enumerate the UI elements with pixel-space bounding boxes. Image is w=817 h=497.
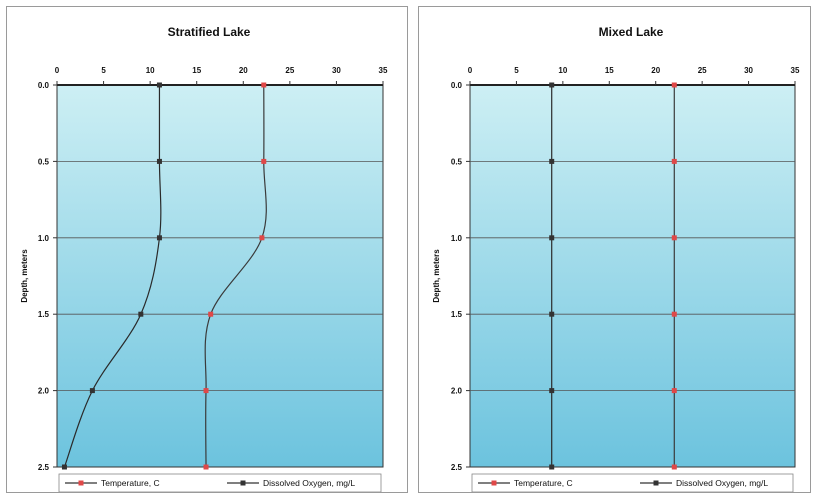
data-point — [259, 235, 265, 241]
x-tick-label: 0 — [55, 66, 60, 75]
data-point — [261, 82, 267, 88]
y-tick-label: 2.0 — [38, 387, 50, 396]
data-point — [156, 158, 162, 164]
plot-area — [469, 84, 796, 468]
data-point — [671, 388, 677, 394]
x-tick-label: 10 — [146, 66, 155, 75]
data-point — [549, 388, 555, 394]
data-point — [208, 311, 214, 317]
y-tick-label: 1.5 — [451, 310, 463, 319]
y-tick-label: 1.0 — [38, 234, 50, 243]
data-point — [671, 311, 677, 317]
y-tick-label: 1.5 — [38, 310, 50, 319]
legend-swatch-marker — [653, 480, 659, 486]
data-point — [203, 464, 209, 470]
x-tick-label: 35 — [791, 66, 800, 75]
plot-area — [56, 84, 384, 468]
data-point — [671, 82, 677, 88]
y-tick-label: 0.0 — [451, 81, 463, 90]
chart-panel-stratified: Stratified Lake 0.0 0.5 1.0 1.5 2.0 2.5 0 5 10 15 2… — [6, 6, 408, 493]
data-point — [89, 388, 95, 394]
data-point — [156, 82, 162, 88]
data-point — [261, 158, 267, 164]
y-tick-label: 0.5 — [38, 157, 50, 166]
y-tick-label: 1.0 — [451, 234, 463, 243]
data-point — [671, 158, 677, 164]
data-point — [671, 464, 677, 470]
legend-label: Temperature, C — [514, 478, 573, 488]
legend-label: Dissolved Oxygen, mg/L — [263, 478, 355, 488]
legend-swatch-marker — [78, 480, 84, 486]
chart-panel-mixed: Mixed Lake 0.0 0.5 1.0 1.5 2.0 2.5 0 5 10 15 20 25 30… — [418, 6, 811, 493]
data-point — [138, 311, 144, 317]
x-tick-label: 0 — [468, 66, 473, 75]
y-axis-label: Depth, meters — [432, 249, 441, 303]
data-point — [203, 388, 209, 394]
x-tick-label: 25 — [698, 66, 707, 75]
data-point — [549, 82, 555, 88]
x-tick-label: 35 — [379, 66, 388, 75]
legend-swatch-marker — [240, 480, 246, 486]
x-tick-label: 30 — [332, 66, 341, 75]
x-tick-label: 20 — [651, 66, 660, 75]
data-point — [549, 235, 555, 241]
y-tick-label: 2.0 — [451, 387, 463, 396]
x-tick-label: 20 — [239, 66, 248, 75]
data-point — [61, 464, 67, 470]
x-tick-label: 15 — [605, 66, 614, 75]
chart-title: Mixed Lake — [599, 25, 664, 39]
x-tick-label: 5 — [101, 66, 106, 75]
data-point — [671, 235, 677, 241]
y-tick-label: 2.5 — [451, 463, 463, 472]
data-point — [156, 235, 162, 241]
data-point — [549, 158, 555, 164]
x-tick-label: 30 — [744, 66, 753, 75]
x-tick-label: 25 — [285, 66, 294, 75]
x-tick-label: 15 — [192, 66, 201, 75]
y-tick-label: 2.5 — [38, 463, 50, 472]
mixed-lake-chart: Mixed Lake 0.0 0.5 1.0 1.5 2.0 2.5 0 5 10 15 20 25 30… — [432, 25, 800, 493]
x-tick-label: 5 — [514, 66, 519, 75]
data-point — [549, 311, 555, 317]
legend-label: Dissolved Oxygen, mg/L — [676, 478, 768, 488]
legend-label: Temperature, C — [101, 478, 160, 488]
series-line-1 — [63, 85, 162, 468]
y-axis-label: Depth, meters — [20, 249, 29, 303]
legend-swatch-marker — [491, 480, 497, 486]
y-tick-label: 0.5 — [451, 157, 463, 166]
stratified-lake-chart: Stratified Lake 0.0 0.5 1.0 1.5 2.0 2.5 0 5 10 15 2… — [20, 25, 388, 493]
data-point — [549, 464, 555, 470]
chart-title: Stratified Lake — [168, 25, 251, 39]
series-line-0 — [204, 84, 267, 468]
x-tick-label: 10 — [558, 66, 567, 75]
y-tick-label: 0.0 — [38, 81, 50, 90]
